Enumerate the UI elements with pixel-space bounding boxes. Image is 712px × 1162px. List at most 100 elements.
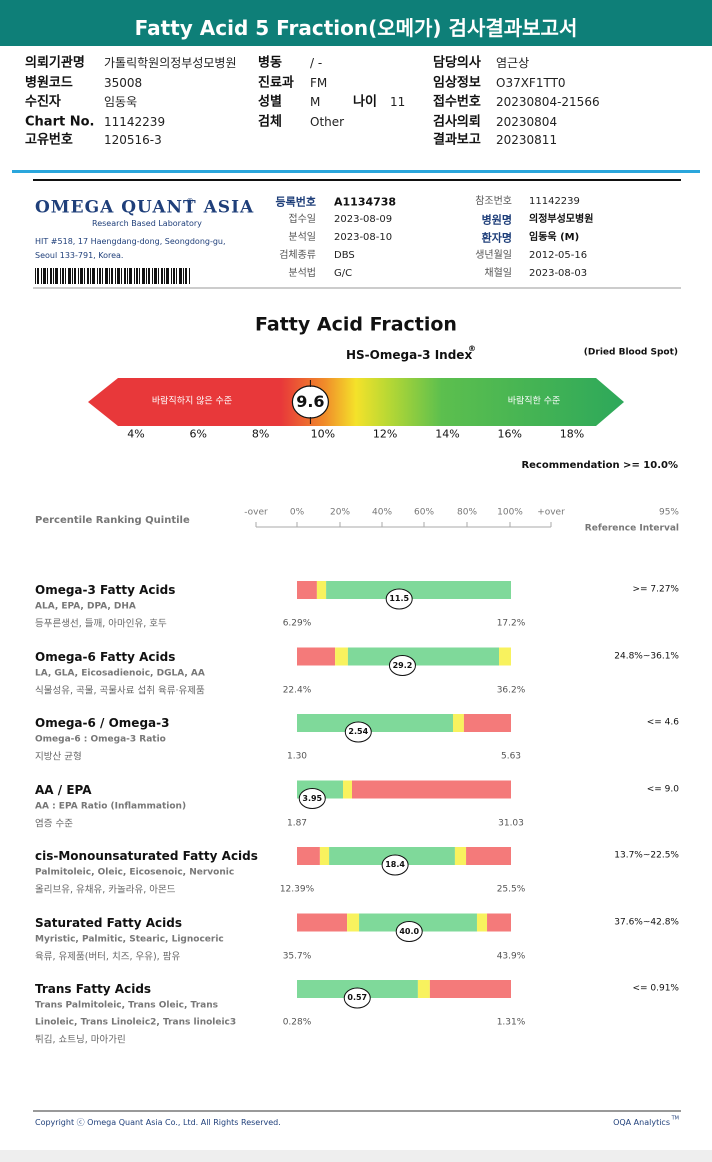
axis-label: 40% — [371, 507, 393, 518]
barcode-bar — [84, 268, 85, 284]
barcode-bar — [102, 268, 103, 284]
row-max: 25.5% — [496, 884, 526, 895]
row-min: 35.7% — [282, 951, 312, 961]
barcode-bar — [47, 268, 48, 284]
barcode-bar — [183, 268, 184, 284]
row-value: 3.95 — [302, 793, 323, 803]
bar-segment — [297, 581, 317, 599]
barcode-bar — [152, 268, 153, 284]
row-name: Omega-3 Fatty Acids — [35, 583, 176, 597]
info-value: 20230804-21566 — [496, 95, 600, 109]
bar-segment — [429, 980, 511, 998]
bar-segment — [463, 714, 511, 732]
bar-segment — [343, 780, 352, 799]
axis-label: 100% — [497, 507, 523, 518]
bar-segment — [347, 647, 500, 666]
lab-label: 생년월일 — [475, 250, 512, 261]
barcode-bar — [139, 268, 140, 284]
row-ref: 13.7%~22.5% — [614, 850, 679, 861]
info-value: / - — [310, 56, 323, 70]
barcode-bar — [129, 268, 132, 284]
barcode-bar — [72, 268, 73, 284]
info-value: O37XF1TT0 — [496, 76, 566, 90]
index-arrow — [88, 378, 624, 426]
lab-label: 환자명 — [481, 231, 512, 245]
section-title: Fatty Acid Fraction — [255, 313, 457, 336]
lab-label: 채혈일 — [484, 268, 512, 279]
row-food: 올리브유, 유채유, 카놀라유, 아몬드 — [35, 884, 176, 896]
lab-label: 병원명 — [481, 213, 512, 227]
barcode-bar — [124, 268, 126, 284]
index-sample: (Dried Blood Spot) — [583, 347, 678, 358]
barcode-bar — [127, 268, 128, 284]
info-value: FM — [310, 76, 328, 90]
row-desc: Trans Palmitoleic, Trans Oleic, Trans — [35, 1000, 218, 1011]
bar-segment — [466, 847, 511, 865]
bar-segment — [316, 581, 327, 599]
barcode-bar — [41, 268, 42, 284]
barcode-bar — [90, 268, 91, 284]
barcode-bar — [87, 268, 89, 284]
row-desc: ALA, EPA, DPA, DHA — [35, 601, 136, 612]
barcode-bar — [189, 268, 190, 284]
barcode-bar — [121, 268, 122, 284]
row-max: 43.9% — [496, 951, 526, 961]
value-marker — [381, 854, 409, 876]
axis-label: 0% — [289, 507, 305, 518]
gauge-tick-label: 8% — [251, 427, 270, 441]
info-value: Other — [310, 115, 345, 129]
row-food: 튀김, 쇼트닝, 마아가린 — [35, 1034, 126, 1046]
bar-segment — [319, 847, 330, 865]
row-name: Saturated Fatty Acids — [35, 915, 182, 930]
barcode-bar — [185, 268, 187, 284]
lab-logo-mark: ® — [186, 197, 194, 206]
bar-segment — [297, 714, 454, 732]
lab-label: 검체종류 — [279, 250, 316, 261]
index-name-mark: ® — [468, 344, 476, 353]
row-food: 육류, 유제품(버터, 치즈, 우유), 팜유 — [35, 950, 181, 962]
row-desc: Myristic, Palmitic, Stearic, Lignoceric — [35, 934, 224, 944]
info-label: 병원코드 — [25, 75, 73, 91]
barcode-bar — [78, 268, 79, 284]
barcode-bar — [92, 268, 95, 284]
barcode-bar — [99, 268, 101, 284]
info-label: 임상정보 — [433, 75, 481, 91]
gauge-tick-label: 18% — [559, 427, 585, 441]
info-label: 고유번호 — [25, 132, 73, 148]
barcode-bar — [35, 268, 36, 284]
info-label: 진료과 — [258, 75, 294, 91]
lab-value: DBS — [334, 250, 355, 261]
gauge-label: 바람직한 수준 — [507, 396, 561, 407]
row-max: 36.2% — [496, 685, 526, 695]
gauge-tick-label: 16% — [497, 427, 522, 441]
row-max: 17.2% — [496, 618, 526, 629]
report-title: Fatty Acid 5 Fraction(오메가) 검사결과보고서 — [134, 16, 578, 40]
bottom-strip — [0, 1150, 712, 1162]
gauge-label: 바람직하지 않은 수준 — [151, 396, 233, 407]
lab-value: 2023-08-10 — [334, 232, 393, 243]
info-value: 35008 — [104, 76, 143, 90]
ref-header: Reference Interval — [584, 523, 679, 534]
value-marker — [343, 987, 371, 1009]
row-value: 18.4 — [385, 860, 405, 869]
lab-value: A1134738 — [334, 195, 397, 209]
rule — [33, 179, 681, 181]
barcode-bar — [97, 268, 98, 284]
row-min: 6.29% — [282, 618, 312, 629]
info-value: M — [310, 95, 321, 109]
barcode-bar — [115, 268, 116, 284]
row-value: 40.0 — [399, 926, 420, 936]
lab-value: 임동욱 (M) — [529, 232, 580, 243]
barcode-bar — [173, 268, 175, 284]
row-min: 1.30 — [286, 751, 308, 762]
row-desc: AA : EPA Ratio (Inflammation) — [35, 801, 187, 811]
row-max: 31.03 — [498, 818, 524, 828]
barcode — [35, 268, 190, 284]
barcode-bar — [142, 268, 145, 284]
row-ref: 24.8%~36.1% — [614, 651, 679, 661]
row-max: 5.63 — [500, 751, 522, 762]
bar-segment — [351, 780, 511, 799]
lab-value: 2023-08-09 — [334, 214, 393, 225]
